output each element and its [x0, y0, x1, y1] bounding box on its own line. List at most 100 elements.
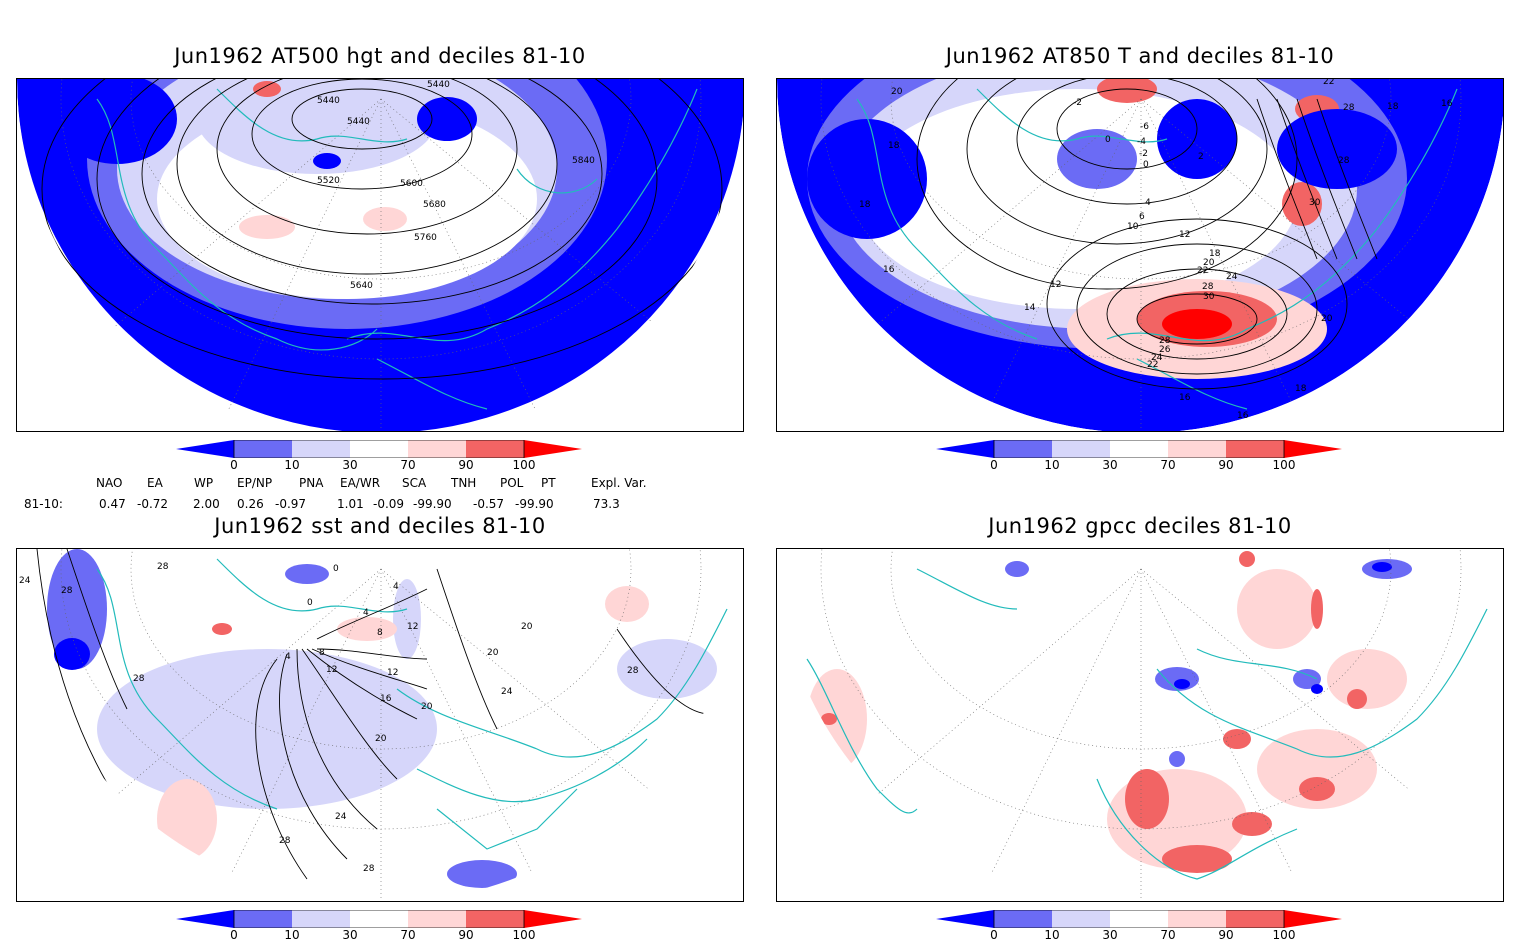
index-header-expl-var: Expl. Var. [591, 476, 647, 490]
t850-contour-label: -2 [1073, 98, 1082, 108]
hgt-contour-labels: 5440 5440 5440 5520 5600 5680 5760 5840 … [317, 80, 595, 291]
colorbar-label: 70 [1160, 458, 1176, 472]
sst-contour-label: 4 [363, 608, 369, 618]
index-header-tnh: TNH [451, 476, 477, 490]
t850-contour-label: -6 [1140, 122, 1149, 132]
t850-contour-label: 28 [1343, 103, 1355, 113]
sst-contour-label: 28 [627, 666, 639, 676]
t850-contour-label: 16 [1441, 99, 1453, 109]
t850-contour-label: 24 [1226, 272, 1238, 282]
colorbar-bottom-right: 0 10 30 70 90 100 [936, 909, 1356, 946]
colorbar-bottom-left: 0 10 30 70 90 100 [176, 909, 596, 946]
colorbar-label: 30 [1102, 928, 1118, 942]
t850-contour-label: 30 [1309, 198, 1321, 208]
t850-contour-label: 14 [1024, 303, 1036, 313]
sst-contour-label: 24 [335, 812, 347, 822]
sst-map: 24 28 28 0 4 0 4 8 12 4 8 12 12 16 20 20… [17, 549, 743, 901]
t850-contour-label: 16 [1237, 411, 1249, 421]
index-value-nao: 0.47 [99, 497, 126, 511]
t850-contour-label: 12 [1179, 230, 1190, 240]
colorbar-label: 0 [990, 458, 998, 472]
colorbar-label: 0 [230, 928, 238, 942]
t850-contour-label: 20 [1321, 314, 1333, 324]
colorbar-scale [176, 439, 582, 459]
hgt-contour-label: 5440 [347, 117, 370, 127]
colorbar-label: 10 [1044, 928, 1060, 942]
t850-contour-label: 6 [1139, 212, 1145, 222]
t850-contour-label: 10 [1127, 222, 1139, 232]
index-header-pol: POL [500, 476, 524, 490]
sst-contour-label: 4 [285, 652, 291, 662]
t850-contour-label: 18 [1209, 249, 1221, 259]
sst-contour-label: 0 [307, 598, 313, 608]
sst-contour-label: 0 [333, 564, 339, 574]
hgt-contour-label: 5640 [350, 281, 373, 291]
sst-contour-label: 8 [319, 648, 325, 658]
t850-contour-label: 18 [859, 200, 871, 210]
t850-contour-label: -4 [1137, 137, 1146, 147]
index-value-sca: -0.09 [373, 497, 405, 511]
colorbar-top-left: 0 10 30 70 90 100 [176, 439, 596, 476]
index-value-wp: 2.00 [193, 497, 220, 511]
colorbar-label: 90 [458, 928, 474, 942]
t850-contour-label: 22 [1147, 360, 1158, 370]
sst-contour-label: 4 [393, 582, 399, 592]
t850-contour-label: 20 [891, 87, 903, 97]
index-header-ea: EA [147, 476, 163, 490]
colorbar-label: 90 [1218, 458, 1234, 472]
sst-map-panel: 24 28 28 0 4 0 4 8 12 4 8 12 12 16 20 20… [16, 548, 744, 902]
colorbar-label: 70 [400, 458, 416, 472]
t850-contour-label: 22 [1323, 79, 1334, 87]
t850-contour-label: 30 [1203, 292, 1215, 302]
colorbar-label: 100 [512, 928, 536, 942]
colorbar-label: 10 [1044, 458, 1060, 472]
sst-contour-label: 20 [521, 622, 533, 632]
colorbar-label: 30 [342, 928, 358, 942]
t850-contour-label: 16 [883, 265, 895, 275]
t850-map: 20 -2 22 28 16 18 0 -6 -4 -2 0 2 28 18 1… [777, 79, 1503, 431]
colorbar-label: 70 [400, 928, 416, 942]
sst-contour-label: 28 [61, 586, 73, 596]
index-value-pt: -99.90 [515, 497, 554, 511]
index-header-pt: PT [541, 476, 556, 490]
colorbar-scale [936, 909, 1342, 929]
t850-contour-label: 0 [1105, 135, 1111, 145]
t850-contour-label: 0 [1143, 160, 1149, 170]
sst-contour-label: 12 [326, 665, 337, 675]
hgt-panel-title: Jun1962 AT500 hgt and deciles 81-10 [174, 44, 586, 68]
t850-contour-label: 18 [888, 141, 900, 151]
sst-contour-label: 28 [157, 562, 169, 572]
colorbar-scale [176, 909, 582, 929]
colorbar-scale [936, 439, 1342, 459]
t850-contour-label: 24 [1151, 353, 1163, 363]
t850-contour-labels: 20 -2 22 28 16 18 0 -6 -4 -2 0 2 28 18 1… [859, 79, 1453, 421]
sst-contour-label: 20 [487, 648, 499, 658]
t850-map-panel: 20 -2 22 28 16 18 0 -6 -4 -2 0 2 28 18 1… [776, 78, 1504, 432]
hgt-contour-label: 5760 [414, 233, 437, 243]
colorbar-label: 100 [1272, 928, 1296, 942]
t850-contour-label: 22 [1197, 266, 1208, 276]
hgt-map: 5440 5440 5440 5520 5600 5680 5760 5840 … [17, 79, 743, 431]
t850-contour-label: 28 [1159, 336, 1171, 346]
index-value-pna: -0.97 [275, 497, 307, 511]
t850-contour-label: 28 [1338, 156, 1350, 166]
t850-contour-label: 18 [1295, 384, 1307, 394]
index-value-epnp: 0.26 [237, 497, 264, 511]
t850-contour-label: 20 [1203, 258, 1215, 268]
colorbar-label: 100 [1272, 458, 1296, 472]
index-value-expl-var: 73.3 [593, 497, 620, 511]
t850-contour-label: 18 [1387, 102, 1399, 112]
hgt-contour-label: 5520 [317, 176, 340, 186]
sst-contour-label: 28 [279, 836, 291, 846]
index-row-label: 81-10: [24, 497, 63, 511]
index-value-eawr: 1.01 [337, 497, 364, 511]
sst-contour-label: 8 [377, 628, 383, 638]
t850-contour-label: -2 [1139, 149, 1148, 159]
index-header-nao: NAO [96, 476, 123, 490]
sst-contour-labels: 24 28 28 0 4 0 4 8 12 4 8 12 12 16 20 20… [19, 562, 639, 874]
sst-panel-title: Jun1962 sst and deciles 81-10 [214, 514, 546, 538]
colorbar-label: 90 [1218, 928, 1234, 942]
sst-contour-label: 12 [387, 668, 398, 678]
sst-contour-label: 28 [363, 864, 375, 874]
colorbar-label: 90 [458, 458, 474, 472]
